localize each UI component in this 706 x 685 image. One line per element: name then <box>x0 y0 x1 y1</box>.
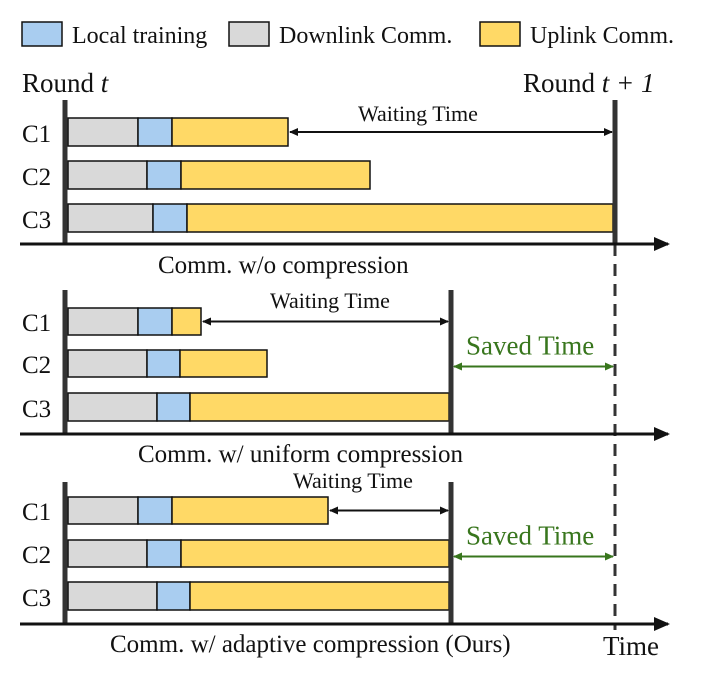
segment-local <box>137 496 173 525</box>
segment-uplink <box>171 307 202 336</box>
legend-label-local: Local training <box>72 23 207 49</box>
segment-uplink <box>171 496 329 525</box>
segment-local <box>156 392 191 422</box>
segment-uplink <box>189 392 450 422</box>
segment-downlink <box>67 539 148 568</box>
segment-uplink <box>179 349 268 378</box>
panel-1: C1 C2 C3 Comm. w/o compression Waiting Time <box>20 100 670 279</box>
panel-2: C1 C2 C3 Comm. w/ uniform compression Waitin… <box>20 288 670 468</box>
client-label: C2 <box>22 164 51 191</box>
segment-downlink <box>67 392 158 422</box>
segment-uplink <box>189 581 450 611</box>
segment-uplink <box>180 160 371 190</box>
client-row-c2: C2 <box>22 539 450 569</box>
round-end-label: Round t + 1 <box>523 68 655 98</box>
legend-item-local: Local training <box>21 21 207 49</box>
client-row-c1: C1 <box>22 307 202 337</box>
segment-downlink <box>67 581 158 611</box>
segment-downlink <box>67 496 139 525</box>
legend-swatch-uplink <box>479 21 521 47</box>
client-row-c1: C1 <box>22 496 329 526</box>
segment-local <box>156 581 191 611</box>
waiting-time-label: Waiting Time <box>270 288 390 313</box>
segment-downlink <box>67 349 148 378</box>
client-label: C1 <box>22 121 51 148</box>
client-row-c2: C2 <box>22 349 268 379</box>
legend-item-downlink: Downlink Comm. <box>228 21 452 49</box>
client-row-c3: C3 <box>22 392 450 423</box>
legend-swatch-local <box>21 21 63 47</box>
panel-caption: Comm. w/ adaptive compression (Ours) <box>110 631 511 658</box>
segment-downlink <box>67 160 148 190</box>
legend-label-downlink: Downlink Comm. <box>279 23 452 49</box>
saved-time-label: Saved Time <box>466 521 594 551</box>
segment-uplink <box>180 539 450 568</box>
client-row-c3: C3 <box>22 581 450 612</box>
segment-uplink <box>186 203 614 233</box>
panel-caption: Comm. w/ uniform compression <box>138 441 463 468</box>
legend-swatch-downlink <box>228 21 270 47</box>
segment-local <box>146 539 182 568</box>
client-label: C3 <box>22 207 51 234</box>
segment-local <box>146 160 182 190</box>
client-label: C2 <box>22 352 51 379</box>
legend-item-uplink: Uplink Comm. <box>479 21 674 49</box>
client-label: C1 <box>22 310 51 337</box>
segment-local <box>137 117 173 147</box>
panel-3: C1 C2 C3 Comm. w/ adaptive compression (Our… <box>20 468 670 658</box>
time-axis-label: Time <box>603 631 659 661</box>
saved-time-label: Saved Time <box>466 331 594 361</box>
client-label: C2 <box>22 542 51 569</box>
segment-local <box>137 307 173 336</box>
segment-uplink <box>171 117 289 147</box>
client-label: C3 <box>22 396 51 423</box>
waiting-time-label: Waiting Time <box>358 101 478 126</box>
panel-caption: Comm. w/o compression <box>158 252 409 279</box>
client-row-c3: C3 <box>22 203 614 234</box>
segment-local <box>146 349 181 378</box>
round-start-label: Round t <box>22 68 110 98</box>
legend-label-uplink: Uplink Comm. <box>530 23 674 49</box>
client-label: C1 <box>22 499 51 526</box>
client-row-c2: C2 <box>22 160 371 191</box>
segment-downlink <box>67 203 154 233</box>
segment-downlink <box>67 117 139 147</box>
client-label: C3 <box>22 585 51 612</box>
waiting-time-label: Waiting Time <box>293 468 413 493</box>
segment-downlink <box>67 307 139 336</box>
client-row-c1: C1 <box>22 117 289 148</box>
legend: Local training Downlink Comm. Uplink Com… <box>21 21 674 49</box>
segment-local <box>152 203 188 233</box>
